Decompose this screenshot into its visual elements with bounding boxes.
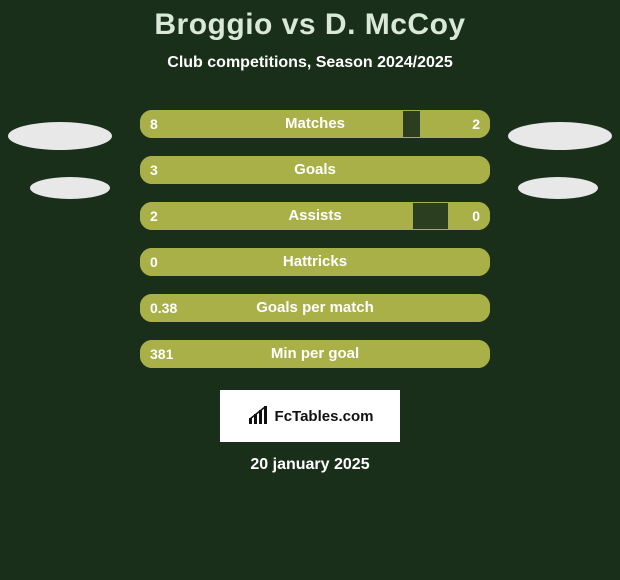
page-subtitle: Club competitions, Season 2024/2025 <box>0 54 620 72</box>
brand-text: FcTables.com <box>275 408 374 425</box>
stat-row-assists: 2 0 Assists <box>0 194 620 240</box>
stat-row-min-per-goal: 381 Min per goal <box>0 332 620 378</box>
page-title: Broggio vs D. McCoy <box>0 8 620 42</box>
stat-label: Min per goal <box>140 340 490 368</box>
brand-badge[interactable]: FcTables.com <box>220 390 400 442</box>
chart-icon <box>247 406 271 426</box>
stat-row-goals-per-match: 0.38 Goals per match <box>0 286 620 332</box>
stat-label: Goals <box>140 156 490 184</box>
stat-label: Matches <box>140 110 490 138</box>
stat-label: Hattricks <box>140 248 490 276</box>
date-stamp: 20 january 2025 <box>0 456 620 474</box>
stat-row-matches: 8 2 Matches <box>0 102 620 148</box>
stat-label: Goals per match <box>140 294 490 322</box>
stat-row-hattricks: 0 Hattricks <box>0 240 620 286</box>
stat-row-goals: 3 Goals <box>0 148 620 194</box>
stat-label: Assists <box>140 202 490 230</box>
